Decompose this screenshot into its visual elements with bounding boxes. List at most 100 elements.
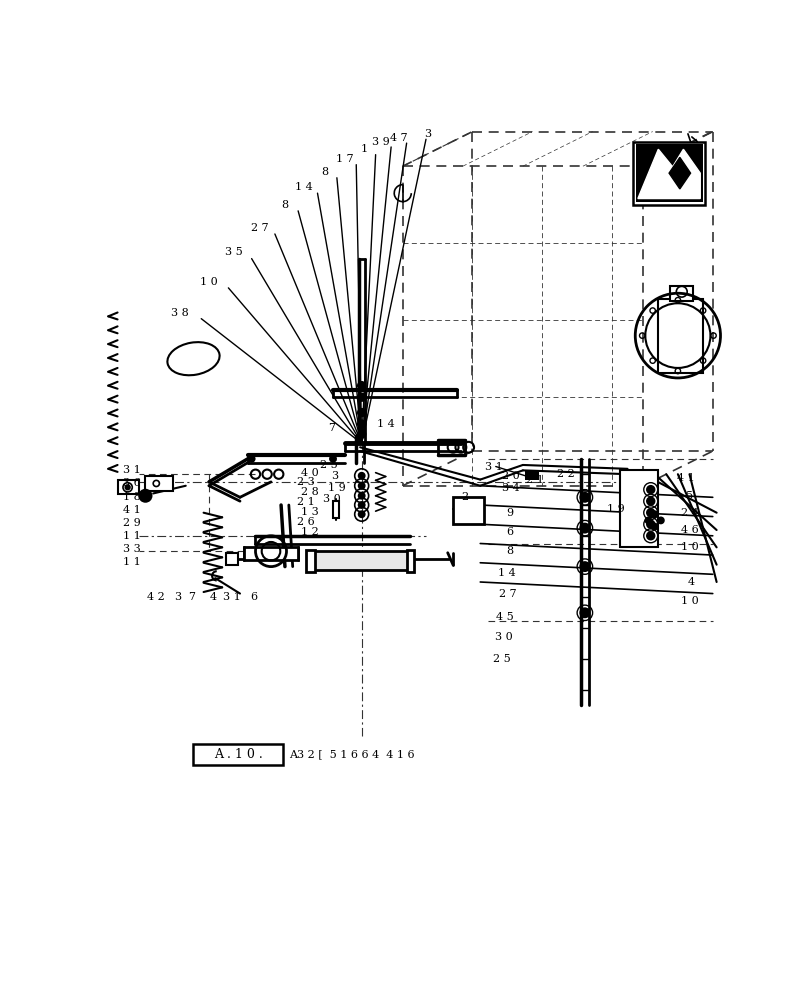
Text: 3: 3 — [174, 592, 181, 602]
Text: 5: 5 — [685, 491, 692, 501]
Text: 4 0: 4 0 — [300, 468, 318, 478]
Bar — [145, 476, 173, 491]
Text: 1 4: 1 4 — [377, 419, 394, 429]
Bar — [619, 470, 658, 547]
Text: 2 7: 2 7 — [251, 223, 268, 233]
Circle shape — [125, 485, 130, 490]
Text: 1: 1 — [360, 144, 367, 154]
Circle shape — [248, 456, 255, 462]
Text: 1 8: 1 8 — [123, 492, 141, 502]
Text: A3 2 [  5 1 6 6 4  4 1 6: A3 2 [ 5 1 6 6 4 4 1 6 — [288, 749, 414, 759]
Text: 2 6: 2 6 — [296, 517, 314, 527]
Bar — [309, 551, 410, 570]
Bar — [332, 501, 339, 518]
Bar — [524, 471, 539, 480]
Polygon shape — [668, 157, 690, 189]
Text: 3 1: 3 1 — [223, 592, 241, 602]
Text: 2 1: 2 1 — [525, 475, 543, 485]
Text: 3 6: 3 6 — [123, 478, 141, 488]
Circle shape — [646, 520, 654, 528]
Bar — [635, 144, 702, 202]
Text: 6: 6 — [250, 592, 257, 602]
Circle shape — [580, 608, 589, 617]
Text: 3: 3 — [423, 129, 430, 139]
Text: 2 5: 2 5 — [492, 654, 510, 664]
Text: 1 9: 1 9 — [606, 504, 624, 514]
Circle shape — [357, 382, 365, 390]
Circle shape — [357, 420, 365, 428]
Bar — [669, 286, 692, 301]
Text: 1 4: 1 4 — [295, 182, 313, 192]
Circle shape — [646, 486, 654, 493]
Bar — [658, 299, 703, 373]
Text: 3 1: 3 1 — [123, 465, 141, 475]
Text: 4: 4 — [209, 592, 216, 602]
Circle shape — [657, 517, 663, 523]
Text: 3 1: 3 1 — [484, 462, 502, 472]
Circle shape — [357, 393, 365, 401]
Circle shape — [357, 409, 365, 416]
Circle shape — [650, 511, 657, 517]
Text: 7: 7 — [328, 423, 335, 433]
Bar — [305, 550, 315, 572]
Circle shape — [139, 490, 152, 502]
Bar — [453, 497, 483, 524]
Text: 4 5: 4 5 — [495, 612, 513, 622]
Text: 3: 3 — [331, 471, 338, 481]
Circle shape — [357, 430, 365, 438]
Circle shape — [650, 523, 657, 530]
Circle shape — [580, 562, 589, 571]
Bar — [633, 142, 704, 205]
Text: 1 2: 1 2 — [300, 527, 318, 537]
Text: 1 3: 1 3 — [300, 507, 318, 517]
Text: 3 8: 3 8 — [171, 308, 189, 318]
Text: 6: 6 — [506, 527, 512, 537]
Text: 4 7: 4 7 — [389, 133, 407, 143]
Text: 9: 9 — [506, 508, 512, 518]
Circle shape — [329, 456, 336, 462]
Text: 1 0: 1 0 — [680, 542, 698, 552]
Circle shape — [580, 493, 589, 502]
Bar — [117, 480, 139, 494]
Text: 1 4: 1 4 — [498, 568, 516, 578]
Text: 1 1: 1 1 — [123, 557, 141, 567]
Text: 1 0: 1 0 — [680, 596, 698, 606]
Text: 3 3: 3 3 — [123, 544, 141, 554]
Polygon shape — [637, 149, 699, 199]
Bar — [194, 744, 283, 765]
Text: A . 1 0 .: A . 1 0 . — [214, 748, 262, 761]
Circle shape — [646, 532, 654, 540]
Text: 1 9: 1 9 — [328, 483, 345, 493]
Text: 3 4: 3 4 — [502, 483, 520, 493]
Text: 3 0: 3 0 — [494, 632, 512, 642]
Circle shape — [358, 511, 365, 517]
Bar — [243, 547, 298, 560]
Text: 8: 8 — [281, 200, 288, 210]
Text: 1 1: 1 1 — [123, 531, 141, 541]
Circle shape — [646, 497, 654, 505]
Text: 4 1: 4 1 — [676, 473, 694, 483]
Text: 2 7: 2 7 — [498, 589, 516, 599]
Circle shape — [645, 517, 650, 523]
Text: 3 9: 3 9 — [372, 137, 389, 147]
Text: 2: 2 — [461, 492, 467, 502]
Text: 1 0: 1 0 — [200, 277, 218, 287]
Text: 2 3: 2 3 — [296, 477, 314, 487]
Ellipse shape — [167, 342, 219, 375]
Text: 3 5: 3 5 — [225, 247, 243, 257]
Circle shape — [358, 483, 365, 489]
Text: 8: 8 — [321, 167, 328, 177]
Text: 2 2: 2 2 — [556, 469, 573, 479]
Text: 4: 4 — [687, 577, 694, 587]
Text: 4 6: 4 6 — [680, 525, 698, 535]
Text: 7: 7 — [188, 592, 195, 602]
Text: 4 2: 4 2 — [147, 592, 165, 602]
Circle shape — [646, 509, 654, 517]
Text: 4 1: 4 1 — [123, 505, 141, 515]
Bar — [406, 550, 414, 572]
Circle shape — [358, 502, 365, 508]
Circle shape — [580, 523, 589, 533]
Circle shape — [358, 493, 365, 499]
Text: 2 9: 2 9 — [123, 518, 141, 528]
Text: 3 0: 3 0 — [322, 494, 340, 504]
